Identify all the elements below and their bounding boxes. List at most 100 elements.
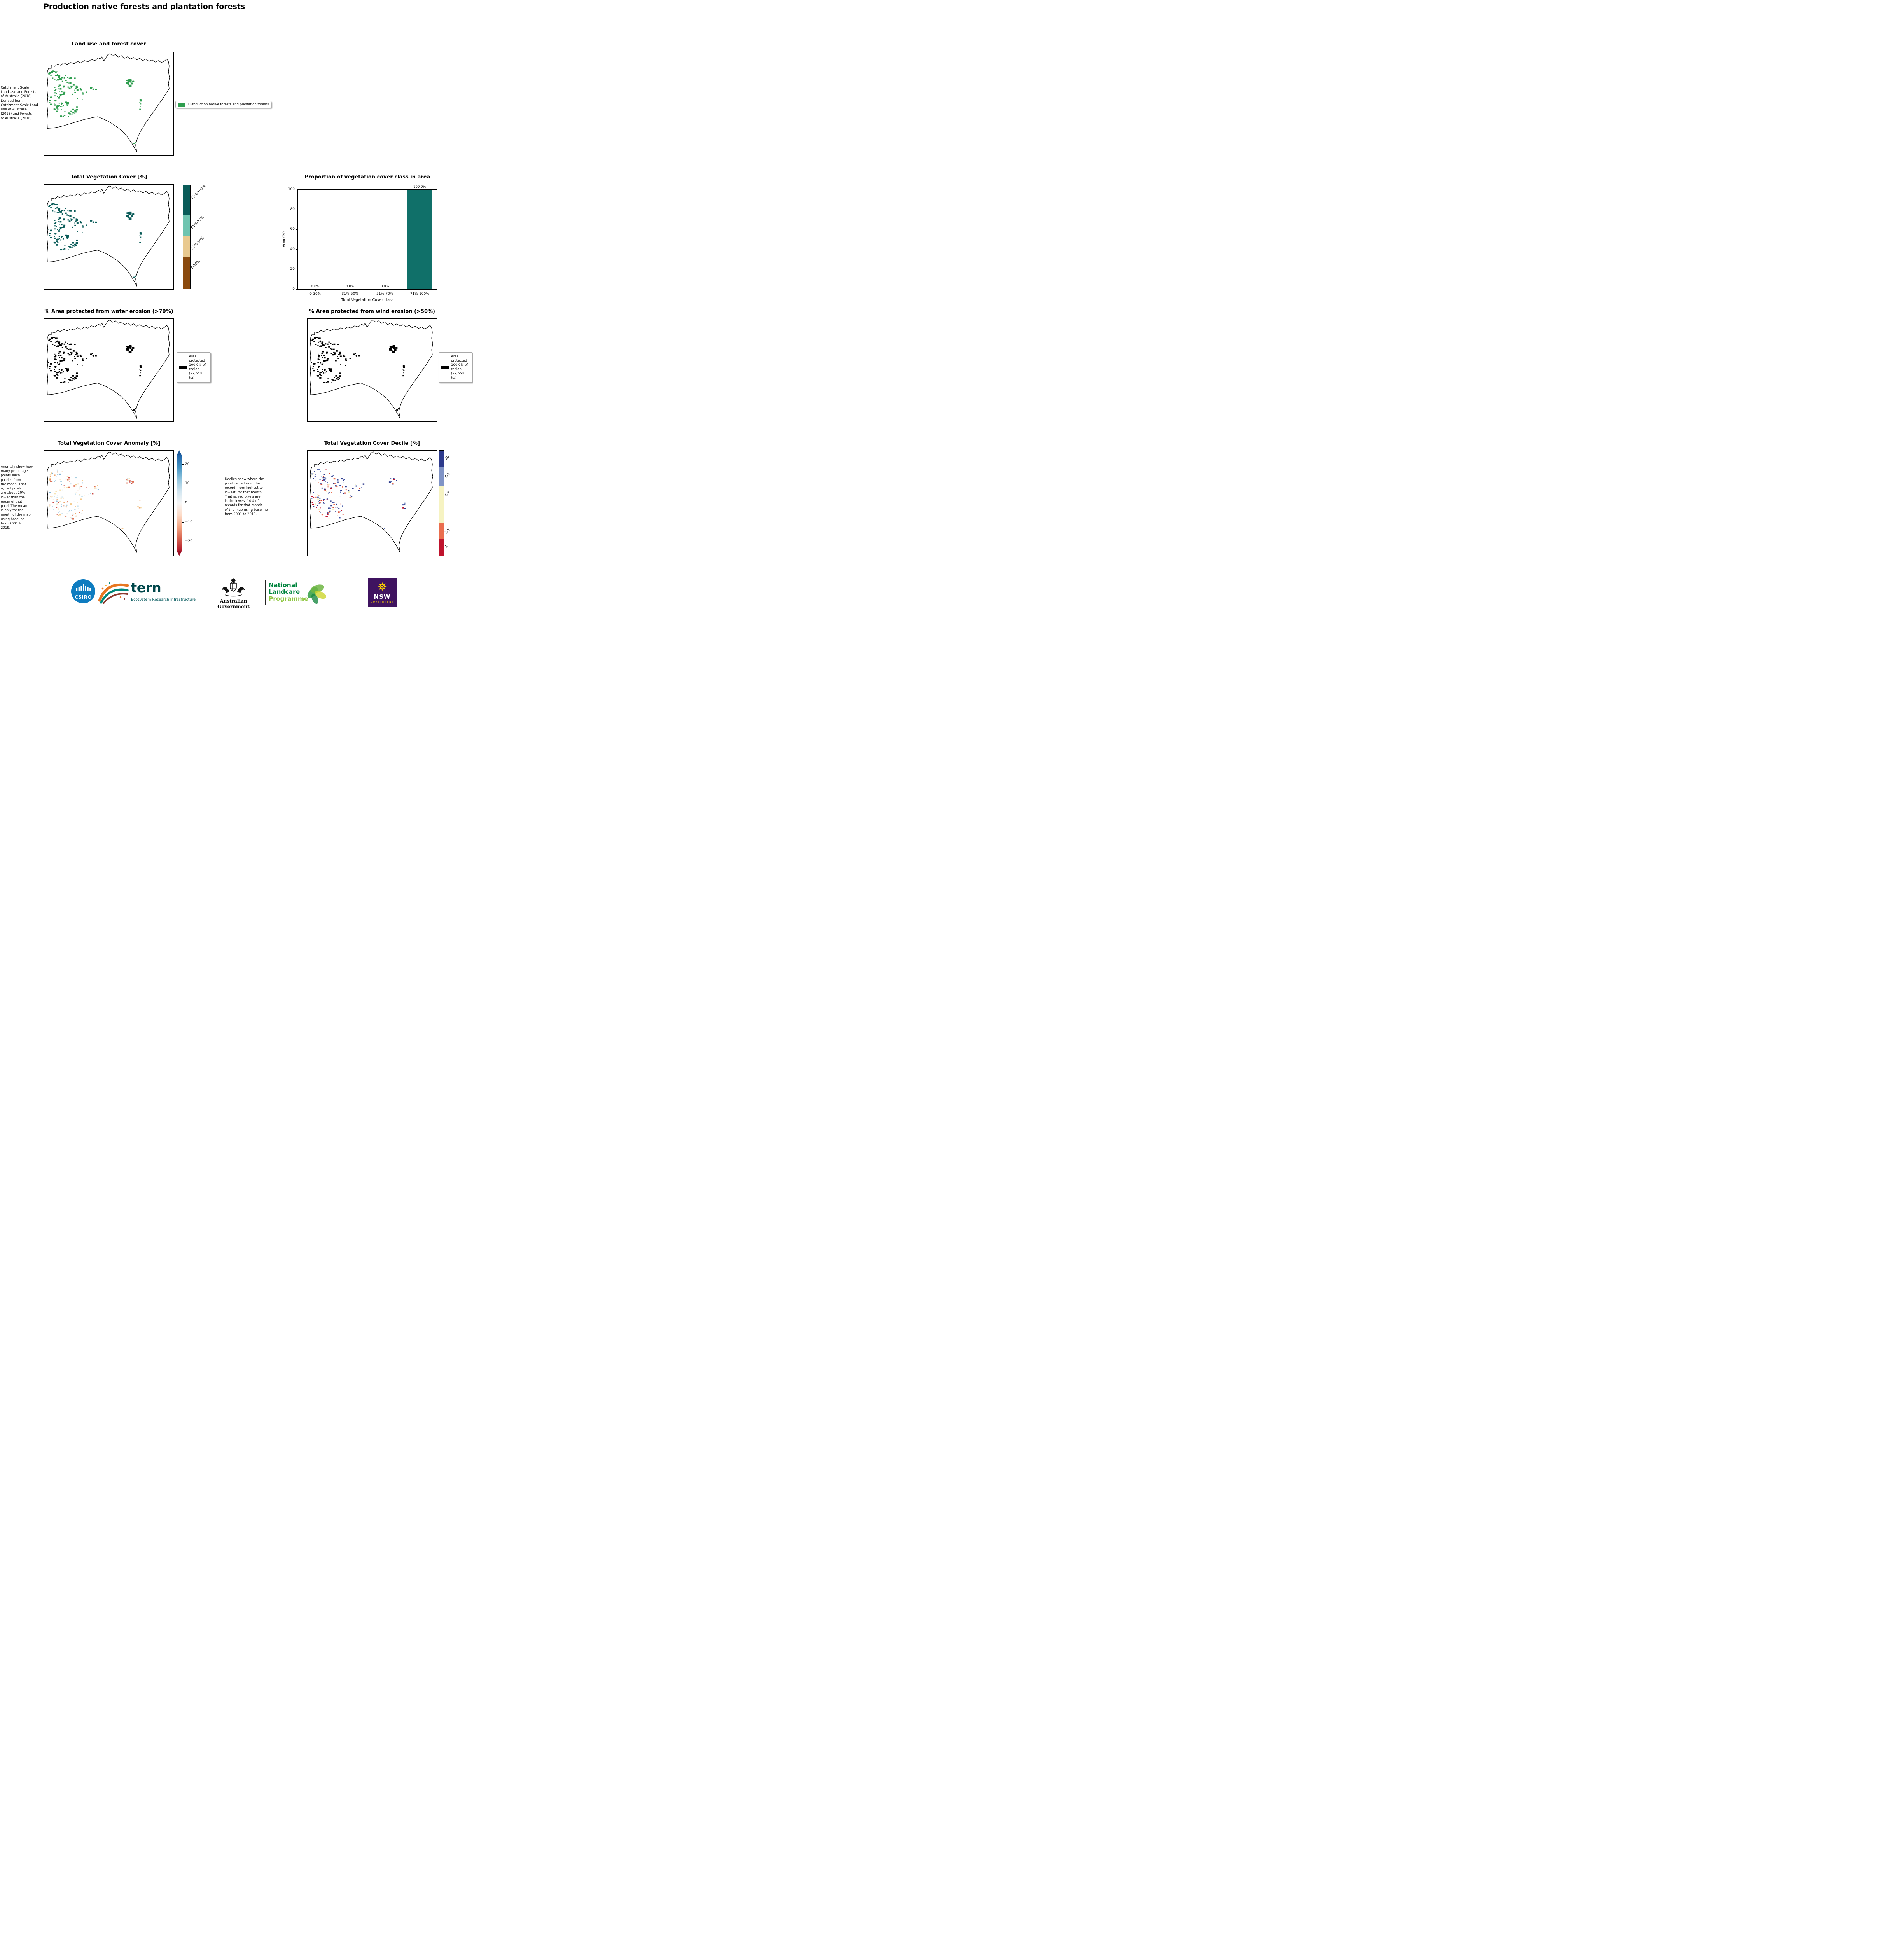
anomaly-colorbar: 20 10 0 −10 −20 — [177, 450, 192, 556]
map-pixel-layer — [47, 337, 142, 411]
proportion-chart-plot-area: 0 20 40 60 80 100 0.0% 0-30% 0.0% 31%-50% 0.0% 51%-… — [288, 185, 437, 296]
landcare-leaves-icon — [307, 584, 327, 604]
water-erosion-map-canvas — [44, 319, 173, 421]
x-tick-label: 31%-50% — [341, 292, 358, 296]
y-tick-label: 100 — [288, 187, 295, 191]
water-erosion-legend-swatch — [179, 365, 187, 369]
colorbar-segment — [439, 486, 444, 523]
page-title: Production native forests and plantation… — [44, 2, 245, 11]
land-use-map-canvas — [44, 52, 173, 155]
water-erosion-legend-label: Area protected 100.0% of region (22,650 … — [189, 355, 206, 380]
land-use-caption: Catchment Scale Land Use and Forests of … — [1, 86, 38, 121]
australian-government-label: Australian Government — [217, 598, 250, 609]
proportion-chart-title: Proportion of vegetation cover class in … — [304, 174, 430, 180]
bar-value-label: 0.0% — [380, 285, 389, 288]
y-tick-mark — [296, 229, 297, 230]
colorbar-segment — [439, 538, 444, 556]
y-tick-mark — [296, 289, 297, 290]
anomaly-colorbar-arrow-up-icon — [177, 450, 182, 455]
land-use-map — [44, 52, 174, 156]
motif-art-icon — [98, 582, 129, 604]
colorbar-tick-label: −10 — [185, 520, 192, 524]
colorbar-segment — [183, 236, 190, 257]
colorbar-tick-label: 10 — [185, 481, 190, 486]
proportion-chart-xlabel: Total Vegetation Cover class — [341, 298, 393, 302]
tern-logo: tern — [131, 580, 161, 596]
y-tick-mark — [296, 249, 297, 250]
waratah-icon — [378, 582, 387, 591]
decile-map-canvas — [308, 451, 437, 556]
anomaly-panel-title: Total Vegetation Cover Anomaly [%] — [57, 441, 161, 446]
colorbar-segment — [183, 185, 190, 216]
landcare-line3: Programme — [269, 595, 308, 602]
bar-value-label: 100.0% — [413, 185, 426, 189]
colorbar-tick-mark — [182, 522, 184, 523]
y-tick-label: 80 — [290, 207, 295, 212]
map-pixel-layer — [311, 469, 406, 531]
decile-panel-title: Total Vegetation Cover Decile [%] — [324, 441, 420, 446]
csiro-label: CSIRO — [74, 594, 92, 600]
x-tick-label: 71%-100% — [410, 292, 429, 296]
wind-erosion-map — [307, 318, 437, 422]
x-tick-mark — [315, 290, 316, 291]
colorbar-tick-label: 20 — [185, 462, 190, 466]
land-use-legend-swatch — [178, 103, 185, 107]
colorbar-class-label: 0-30% — [190, 259, 201, 270]
decile-caption: Deciles show where the pixel value lies … — [225, 477, 268, 516]
colorbar-segment — [439, 451, 444, 468]
y-tick-label: 0 — [292, 287, 295, 291]
landcare-line1: National — [269, 582, 297, 589]
water-erosion-map — [44, 318, 174, 422]
colorbar-segment — [439, 467, 444, 486]
csiro-logo: CSIRO — [71, 579, 95, 603]
csiro-soundwave-icon — [76, 584, 91, 591]
anomaly-caption: Anomaly show how many percetage points e… — [1, 465, 33, 530]
bar-value-label: 0.0% — [311, 285, 320, 288]
landcare-line2: Landcare — [269, 588, 300, 596]
land-use-legend-label: 1 Production native forests and plantati… — [187, 103, 269, 107]
water-erosion-panel-title: % Area protected from water erosion (>70… — [44, 309, 173, 315]
nsw-government-label: GOVERNMENT — [371, 601, 394, 603]
anomaly-map-canvas — [44, 451, 173, 556]
colorbar-class-label: 2-3 — [444, 528, 451, 535]
colorbar-segment — [183, 215, 190, 236]
region-boundary — [47, 54, 170, 152]
anomaly-map — [44, 450, 174, 556]
wind-erosion-panel-title: % Area protected from wind erosion (>50%… — [309, 309, 435, 315]
veg-cover-colorbar: 71%-100% 51%-70% 31%-50% 0-30% — [183, 184, 206, 289]
x-tick-label: 0-30% — [309, 292, 321, 296]
decile-colorbar: 10 8-9 4-7 2-3 1 — [439, 450, 451, 556]
water-erosion-legend: Area protected 100.0% of region (22,650 … — [177, 352, 211, 383]
report-page: Production native forests and plantation… — [0, 0, 473, 614]
colorbar-tick-label: −20 — [185, 539, 192, 544]
anomaly-colorbar-arrow-down-icon — [177, 551, 182, 556]
map-pixel-layer — [49, 469, 142, 529]
colorbar-class-label: 31%-50% — [190, 236, 205, 251]
footer-divider — [265, 580, 266, 605]
colorbar-class-label: 4-7 — [444, 491, 451, 498]
land-use-legend: 1 Production native forests and plantati… — [175, 101, 272, 108]
aboriginal-art-motif — [97, 580, 129, 604]
y-tick-label: 40 — [290, 247, 295, 251]
region-boundary — [310, 452, 433, 552]
colorbar-tick-label: 0 — [185, 501, 187, 505]
national-landcare-logo: National Landcare Programme — [269, 582, 308, 602]
wind-erosion-legend: Area protected 100.0% of region (22,650 … — [439, 352, 473, 383]
region-boundary — [310, 320, 433, 418]
anomaly-colorbar-gradient — [177, 455, 182, 551]
wind-erosion-legend-swatch — [441, 365, 449, 369]
region-boundary — [47, 186, 170, 286]
region-boundary — [47, 320, 170, 418]
colorbar-class-label: 10 — [444, 455, 450, 461]
decile-map — [307, 450, 437, 556]
bar-71%-100% — [407, 190, 432, 289]
veg-cover-map — [44, 184, 174, 290]
colorbar-class-label: 71%-100% — [190, 184, 207, 201]
colorbar-segment — [183, 257, 190, 289]
region-boundary — [47, 452, 170, 552]
colorbar-class-label: 51%-70% — [190, 215, 205, 230]
colorbar-segment — [439, 523, 444, 539]
colorbar-class-label: 1 — [444, 544, 449, 549]
map-pixel-layer — [47, 203, 142, 278]
nsw-label: NSW — [374, 593, 391, 600]
